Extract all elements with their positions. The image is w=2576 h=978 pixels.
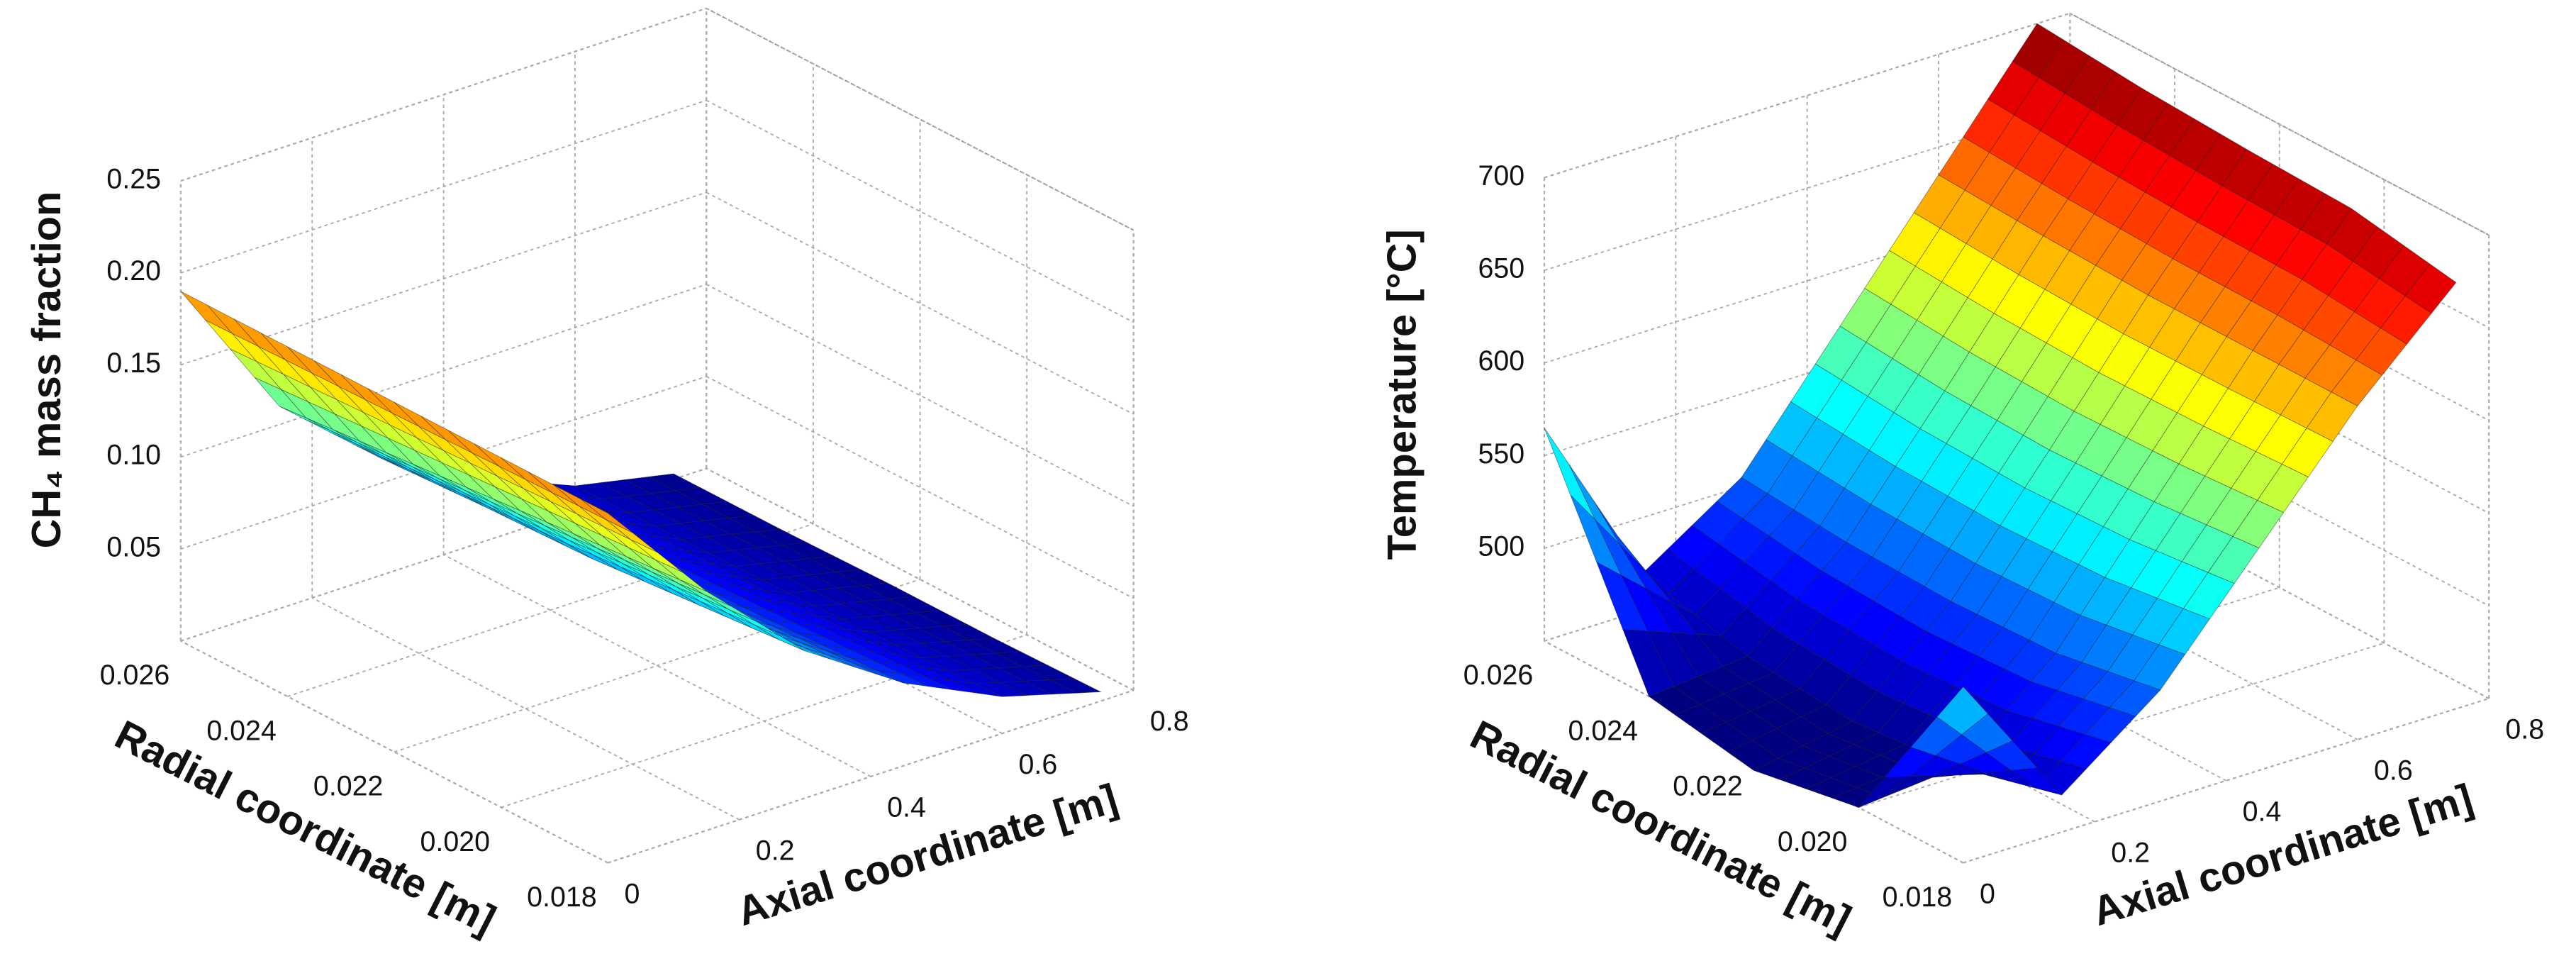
grid-line: [311, 597, 740, 821]
x-tick-label: 0: [624, 878, 640, 909]
y-tick-label: 0.022: [1673, 771, 1743, 802]
surface-patch: [581, 499, 633, 533]
surface-patch: [1936, 686, 1989, 735]
z-tick-label: 550: [1478, 438, 1524, 469]
z-axis-label: CH₄ mass fraction: [24, 191, 69, 549]
y-tick-label: 0.024: [206, 715, 277, 746]
z-tick-label: 700: [1478, 160, 1524, 191]
z-tick-label: 0.10: [106, 440, 161, 471]
grid-line: [180, 191, 707, 366]
x-tick-label: 0.8: [2505, 714, 2544, 745]
surface-patch: [180, 291, 233, 334]
y-tick-label: 0.018: [527, 882, 597, 913]
y-tick-label: 0.020: [1778, 826, 1848, 857]
surface-chart: 0 0.2 0.4 0.6 0.8 0.018 0.020 0.022 0.024 0.026 0.…: [24, 7, 1189, 943]
grid-line: [180, 284, 707, 458]
grid-line: [443, 554, 871, 777]
y-tick-label: 0.024: [1568, 715, 1639, 746]
z-tick-label: 650: [1478, 253, 1524, 284]
surface-chart: 0 0.2 0.4 0.6 0.8 0.018 0.020 0.022 0.024 0.026 50…: [1379, 12, 2544, 943]
x-tick-label: 0.4: [2243, 796, 2282, 828]
x-tick-label: 0.6: [2374, 755, 2413, 787]
y-tick-label: 0.020: [420, 826, 491, 857]
z-tick-label: 500: [1478, 531, 1524, 562]
z-tick-label: 600: [1478, 345, 1524, 377]
grid-line: [706, 191, 1134, 415]
z-tick-label: 0.05: [106, 531, 161, 562]
z-tick-label: 0.25: [106, 163, 161, 194]
y-tick-label: 0.026: [100, 660, 170, 691]
z-tick-label: 0.15: [106, 348, 161, 379]
x-tick-label: 0.8: [1150, 706, 1189, 737]
y-tick-label: 0.022: [313, 771, 384, 802]
x-tick-label: 0.2: [2111, 837, 2150, 868]
grid-line: [607, 689, 1134, 864]
grid-line: [2069, 12, 2489, 236]
grid-line: [706, 99, 1134, 323]
surface-patch: [1544, 428, 1595, 521]
grid-line: [706, 375, 1134, 599]
x-tick-label: 0: [1980, 878, 1995, 909]
x-tick-label: 0.4: [887, 792, 926, 823]
grid-line: [706, 7, 1134, 231]
y-tick-label: 0.026: [1463, 660, 1534, 691]
x-tick-label: 0.6: [1019, 749, 1058, 780]
grid-line: [180, 99, 707, 274]
grid-line: [180, 640, 608, 864]
z-axis-label: Temperature [°C]: [1379, 229, 1424, 560]
grid-line: [180, 7, 707, 182]
x-tick-label: 0.2: [756, 835, 795, 867]
z-tick-label: 0.20: [106, 255, 161, 287]
y-tick-label: 0.018: [1883, 882, 1953, 913]
grid-line: [706, 284, 1134, 507]
grid-line: [706, 467, 1134, 691]
